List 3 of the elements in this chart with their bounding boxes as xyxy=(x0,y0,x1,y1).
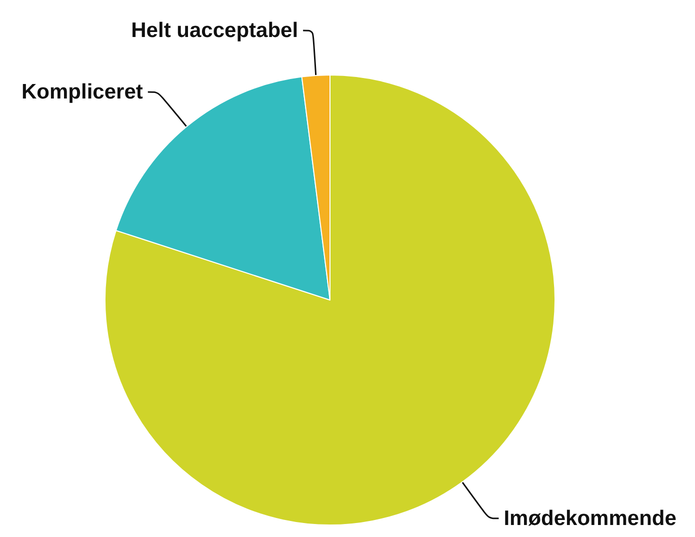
slice-label: Kompliceret xyxy=(22,80,143,104)
slice-label: Imødekommende xyxy=(504,506,676,530)
slice-label: Helt uacceptabel xyxy=(131,19,298,42)
